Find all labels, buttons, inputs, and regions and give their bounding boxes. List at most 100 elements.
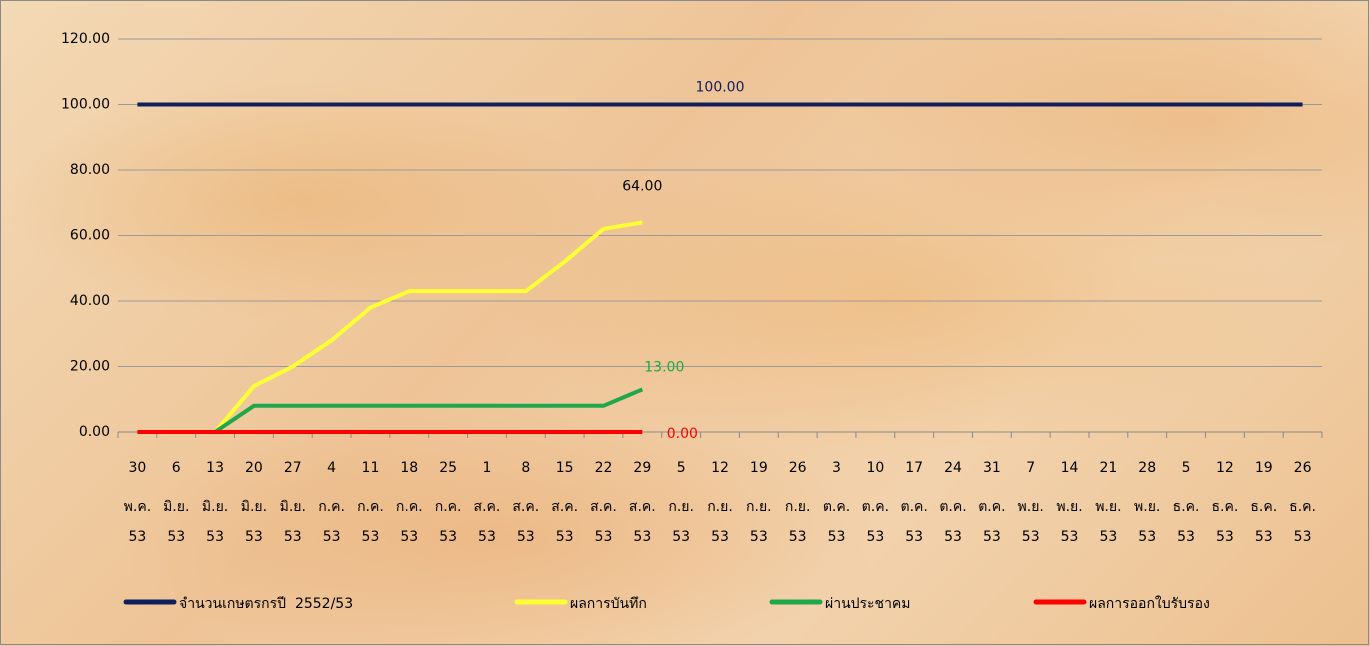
data-label: 13.00 — [644, 359, 684, 375]
x-tick-label: 53 — [1177, 529, 1195, 545]
x-tick-label: 53 — [633, 529, 651, 545]
x-tick-label: 5 — [677, 460, 686, 476]
y-tick-label: 120.00 — [61, 31, 110, 47]
x-tick-label: มิ.ย. — [241, 499, 267, 515]
x-tick-label: 53 — [284, 529, 302, 545]
x-tick-label: 53 — [789, 529, 807, 545]
x-tick-label: ก.ค. — [318, 499, 345, 515]
x-tick-label: 17 — [905, 460, 923, 476]
x-tick-label: ธ.ค. — [1211, 499, 1238, 515]
x-tick-label: 6 — [172, 460, 181, 476]
x-tick-label: พ.ย. — [1095, 499, 1121, 515]
chart-border — [1, 1, 1369, 645]
x-tick-label: ก.ค. — [435, 499, 462, 515]
legend-label: ผ่านประชาคม — [825, 596, 911, 612]
x-tick-label: 14 — [1061, 460, 1079, 476]
x-tick-label: ต.ค. — [978, 499, 1005, 515]
x-tick-label: 53 — [828, 529, 846, 545]
series-line — [137, 222, 642, 432]
x-tick-label: 25 — [439, 460, 457, 476]
x-tick-label: 53 — [711, 529, 729, 545]
x-tick-label: 53 — [672, 529, 690, 545]
x-tick-label: ส.ค. — [629, 499, 656, 515]
x-tick-label: พ.ย. — [1056, 499, 1082, 515]
y-tick-label: 20.00 — [70, 359, 110, 375]
x-tick-label: 3 — [832, 460, 841, 476]
x-tick-label: 12 — [711, 460, 729, 476]
x-tick-label: 53 — [944, 529, 962, 545]
data-label: 64.00 — [622, 178, 662, 194]
x-tick-label: 13 — [206, 460, 224, 476]
x-tick-label: 28 — [1138, 460, 1156, 476]
chart: 0.0020.0040.0060.0080.00100.00120.0030พ.… — [0, 0, 1370, 646]
x-tick-label: 53 — [983, 529, 1001, 545]
x-tick-label: 53 — [1099, 529, 1117, 545]
x-tick-label: ธ.ค. — [1173, 499, 1200, 515]
x-tick-label: 1 — [483, 460, 492, 476]
legend-label: ผลการบันทึก — [570, 596, 647, 612]
x-tick-label: ก.ย. — [746, 499, 772, 515]
y-tick-label: 0.00 — [79, 424, 110, 440]
x-tick-label: พ.ย. — [1134, 499, 1160, 515]
x-tick-label: 53 — [323, 529, 341, 545]
x-tick-label: 24 — [944, 460, 962, 476]
x-tick-label: ส.ค. — [551, 499, 578, 515]
x-tick-label: 26 — [789, 460, 807, 476]
x-tick-label: ก.ค. — [357, 499, 384, 515]
x-tick-label: 5 — [1182, 460, 1191, 476]
x-tick-label: 31 — [983, 460, 1001, 476]
legend-label: ผลการออกใบรับรอง — [1089, 595, 1210, 612]
x-tick-label: 18 — [400, 460, 418, 476]
x-tick-label: 53 — [362, 529, 380, 545]
x-tick-label: 26 — [1294, 460, 1312, 476]
x-tick-label: ก.ย. — [785, 499, 811, 515]
x-tick-label: 20 — [245, 460, 263, 476]
x-tick-label: 19 — [750, 460, 768, 476]
x-tick-label: พ.ค. — [124, 499, 152, 515]
x-tick-label: ส.ค. — [474, 499, 501, 515]
y-tick-label: 100.00 — [61, 97, 110, 113]
series-line — [137, 389, 642, 432]
legend-label: จำนวนเกษตรกรปี 2552/53 — [179, 596, 353, 612]
x-tick-label: 12 — [1216, 460, 1234, 476]
x-tick-label: 4 — [327, 460, 336, 476]
x-tick-label: 8 — [521, 460, 530, 476]
x-tick-label: 53 — [595, 529, 613, 545]
x-tick-label: มิ.ย. — [163, 499, 189, 515]
x-tick-label: 53 — [1138, 529, 1156, 545]
y-tick-label: 60.00 — [70, 228, 110, 244]
x-tick-label: 21 — [1099, 460, 1117, 476]
x-tick-label: 53 — [129, 529, 147, 545]
x-tick-label: 19 — [1255, 460, 1273, 476]
x-tick-label: 53 — [1216, 529, 1234, 545]
x-tick-label: ก.ค. — [396, 499, 423, 515]
x-tick-label: มิ.ย. — [202, 499, 228, 515]
x-tick-label: พ.ย. — [1018, 499, 1044, 515]
x-tick-label: 53 — [400, 529, 418, 545]
x-tick-label: 30 — [129, 460, 147, 476]
y-tick-label: 40.00 — [70, 293, 110, 309]
x-tick-label: 27 — [284, 460, 302, 476]
x-tick-label: 22 — [595, 460, 613, 476]
x-tick-label: 53 — [1294, 529, 1312, 545]
x-tick-label: 53 — [905, 529, 923, 545]
x-tick-label: 53 — [1022, 529, 1040, 545]
x-tick-label: 7 — [1026, 460, 1035, 476]
x-tick-label: 53 — [1255, 529, 1273, 545]
x-tick-label: 53 — [478, 529, 496, 545]
x-tick-label: 53 — [245, 529, 263, 545]
x-tick-label: 53 — [556, 529, 574, 545]
x-tick-label: 11 — [362, 460, 380, 476]
x-tick-label: ก.ย. — [668, 499, 694, 515]
x-tick-label: ธ.ค. — [1289, 499, 1316, 515]
x-tick-label: ส.ค. — [590, 499, 617, 515]
x-tick-label: ต.ค. — [939, 499, 966, 515]
x-tick-label: ธ.ค. — [1250, 499, 1277, 515]
x-tick-label: ต.ค. — [901, 499, 928, 515]
x-tick-label: ต.ค. — [862, 499, 889, 515]
x-tick-label: ต.ค. — [823, 499, 850, 515]
x-tick-label: 53 — [439, 529, 457, 545]
data-label: 0.00 — [667, 426, 698, 442]
y-tick-label: 80.00 — [70, 162, 110, 178]
x-tick-label: 15 — [556, 460, 574, 476]
